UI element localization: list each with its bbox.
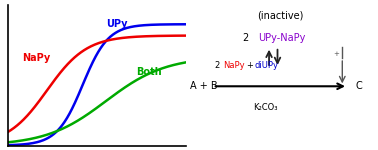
Text: +: + [334, 51, 339, 57]
Text: diUPy: diUPy [255, 61, 279, 70]
Text: A + B: A + B [190, 81, 218, 91]
Text: UPy-NaPy: UPy-NaPy [258, 33, 305, 43]
Text: UPy: UPy [106, 19, 127, 29]
Text: Both: Both [136, 67, 162, 77]
Text: 2: 2 [243, 33, 252, 43]
Text: NaPy: NaPy [22, 53, 50, 63]
Text: +: + [248, 61, 257, 70]
Y-axis label: Conversion: Conversion [0, 44, 2, 106]
Text: 2: 2 [215, 61, 223, 70]
Text: (inactive): (inactive) [257, 11, 304, 21]
Text: K₂CO₃: K₂CO₃ [253, 103, 277, 112]
Text: C: C [355, 81, 362, 91]
Text: NaPy: NaPy [223, 61, 245, 70]
